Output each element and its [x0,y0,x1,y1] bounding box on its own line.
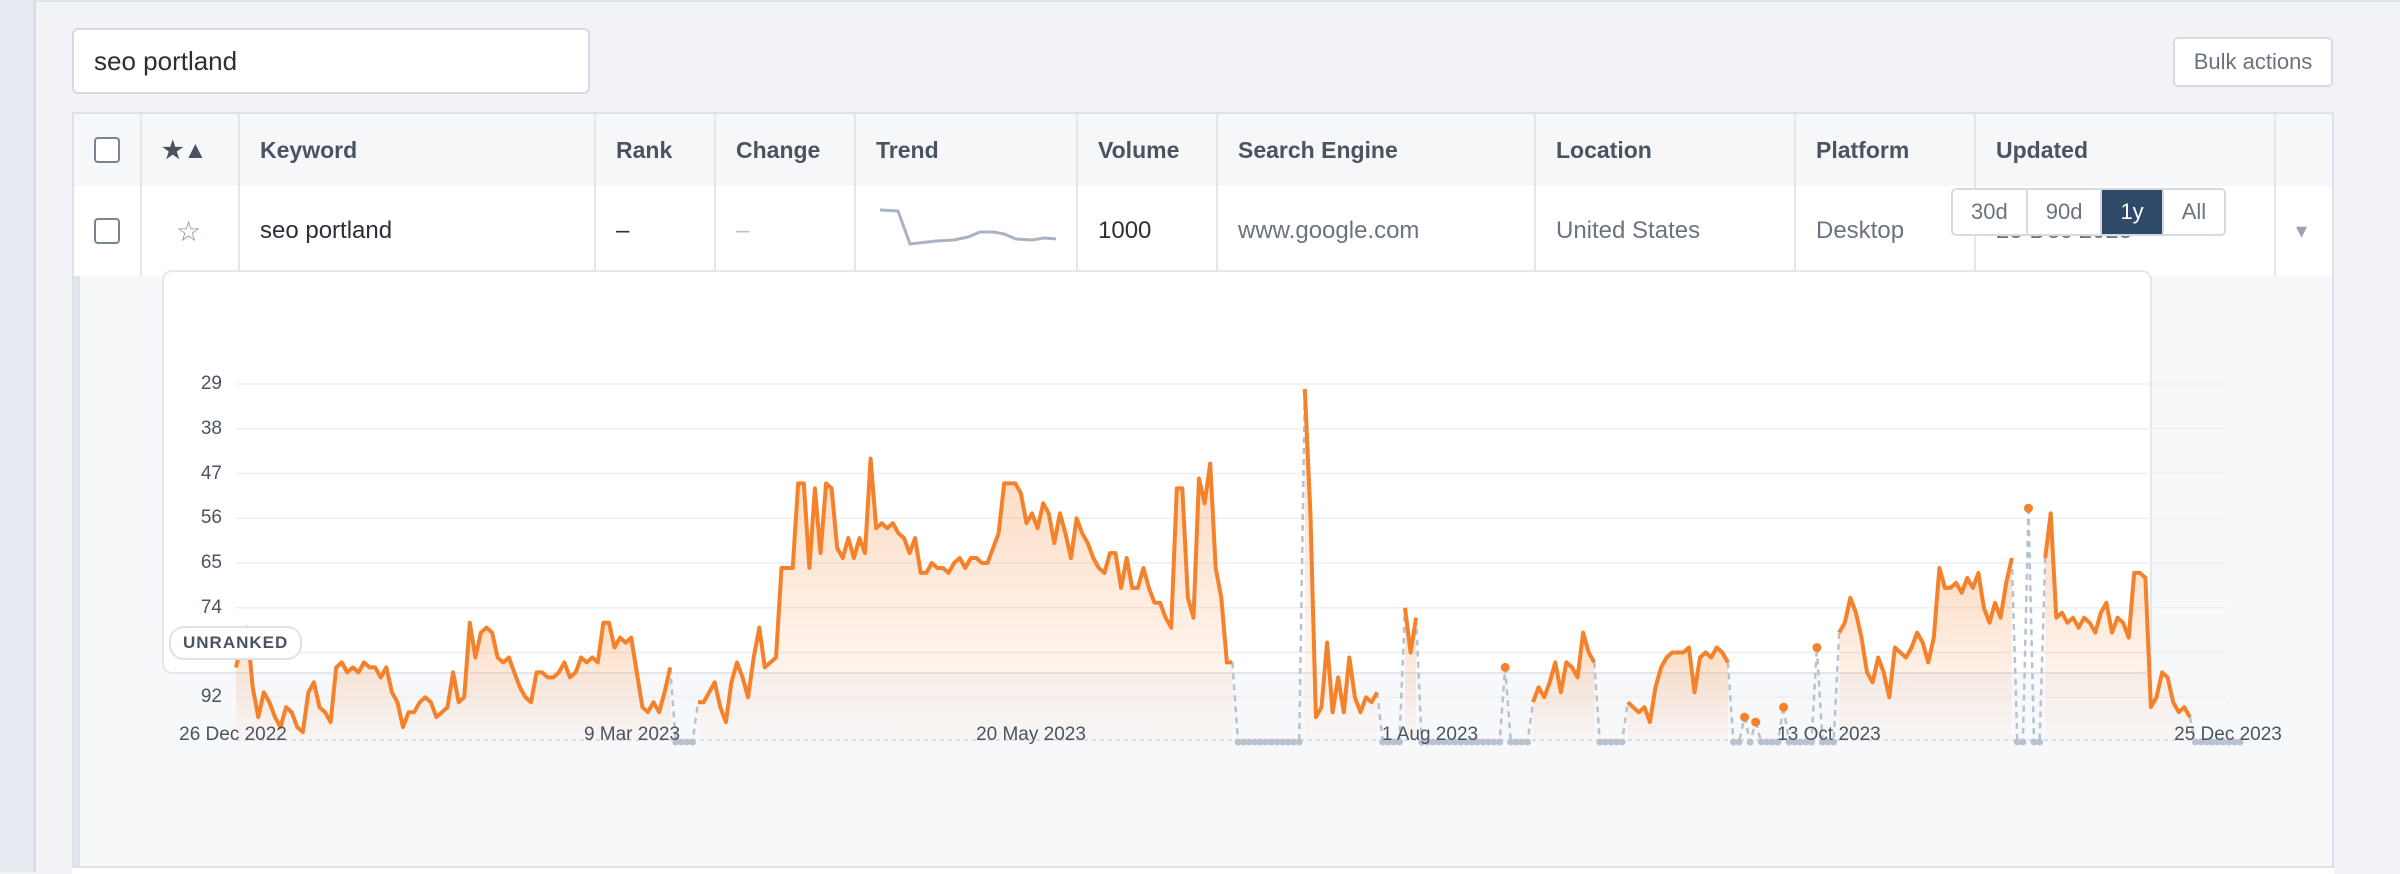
x-tick-label: 9 Mar 2023 [583,724,681,745]
rank-chart-area [162,270,2152,674]
rank-cell: – [596,186,716,276]
y-tick-label: 65 [200,552,222,573]
y-tick-label: 47 [200,462,222,484]
trend-sparkline [879,208,1056,246]
x-tick-label: 13 Oct 2023 [1777,724,1881,745]
y-tick-label: 29 [200,373,222,394]
keyword-cell[interactable]: seo portland [240,186,596,276]
column-header-rank[interactable]: Rank [596,114,716,186]
range-30d-button[interactable]: 30d [1953,190,2028,234]
change-cell: – [716,186,856,276]
x-tick-label: 20 May 2023 [976,724,1086,745]
x-tick-label: 26 Dec 2022 [179,724,287,745]
row-select-cell [74,186,142,276]
y-tick-label: 38 [200,417,222,439]
unranked-label: UNRANKED [169,626,303,660]
select-all-cell [74,114,142,186]
location-cell: United States [1536,186,1796,276]
column-header-change[interactable]: Change [716,114,856,186]
y-tick-label: 56 [200,507,222,529]
search-engine-cell: www.google.com [1218,186,1536,276]
select-all-checkbox[interactable] [94,137,120,163]
column-header-trend[interactable]: Trend [856,114,1078,186]
table-header: ★▲ Keyword Rank Change Trend Volume Sear… [74,114,2332,188]
keyword-search-input[interactable] [72,28,590,94]
column-header-location[interactable]: Location [1536,114,1796,186]
platform-cell: Desktop [1796,186,1976,276]
column-header-actions [2276,114,2334,186]
column-header-platform[interactable]: Platform [1796,114,1976,186]
x-tick-label: 25 Dec 2023 [2174,724,2282,745]
trend-cell [856,186,1078,276]
x-tick-label: 1 Aug 2023 [1381,724,1479,745]
next-row-edge [72,866,2334,874]
star-icon[interactable]: ☆ [142,186,240,276]
range-button-group: 30d 90d 1y All [1951,188,2227,236]
column-header-updated[interactable]: Updated [1976,114,2276,186]
sort-by-star-header[interactable]: ★▲ [142,114,240,186]
column-header-search-engine[interactable]: Search Engine [1218,114,1536,186]
top-divider [36,0,2400,2]
y-tick-label: 74 [200,596,222,618]
range-90d-button[interactable]: 90d [2028,190,2103,234]
y-tick-label: 92 [200,686,222,708]
range-all-button[interactable]: All [2181,199,2207,224]
left-edge-panel [0,0,36,872]
column-header-keyword[interactable]: Keyword [240,114,596,186]
row-dropdown-icon[interactable]: ▾ [2296,218,2308,243]
range-1y-button[interactable]: 1y [2102,190,2164,234]
row-checkbox[interactable] [94,218,120,244]
volume-cell: 1000 [1078,186,1218,276]
bulk-actions-button[interactable]: Bulk actions [2173,37,2333,87]
column-header-volume[interactable]: Volume [1078,114,1218,186]
